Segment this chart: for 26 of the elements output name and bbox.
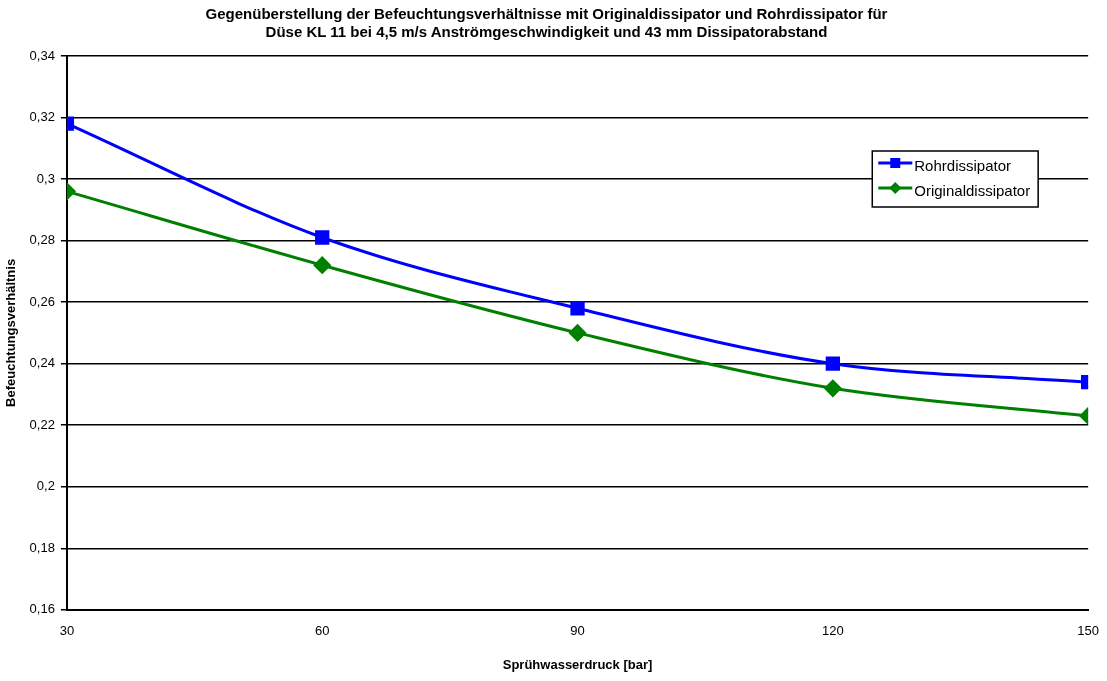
y-tick-label: 0,24 [29, 355, 55, 371]
x-tick-label: 30 [59, 623, 75, 639]
y-tick-label: 0,26 [29, 293, 55, 309]
x-tick-label: 120 [821, 623, 844, 639]
x-axis-title: Sprühwasserdruck [bar] [502, 656, 653, 672]
y-tick-label: 0,2 [36, 478, 55, 494]
point [315, 230, 330, 245]
text: Gegenüberstellung der Befeuchtungsverhältnisse mit Originaldissipator und Rohrdissipator für [205, 5, 888, 23]
y-axis-title: Befeuchtungsverhältnis [3, 258, 19, 407]
y-tick-label: 0,32 [29, 109, 55, 125]
y-tick-label: 0,16 [29, 601, 55, 617]
y-tick-label: 0,22 [29, 416, 55, 432]
y-tick-label: 0,28 [29, 232, 55, 248]
legend-label: Originaldissipator [914, 182, 1031, 200]
legend-label: Rohrdissipator [914, 157, 1011, 175]
point [825, 356, 840, 371]
text: Düse KL 11 bei 4,5 m/s Anströmgeschwindigkeit und 43 mm Dissipatorabstand [265, 23, 828, 41]
y-tick-label: 0,34 [29, 47, 55, 63]
y-tick-label: 0,18 [29, 539, 55, 555]
x-tick-label: 60 [314, 623, 330, 639]
x-tick-label: 150 [1077, 623, 1100, 639]
point [824, 379, 842, 397]
y-tick-label: 0,3 [36, 170, 55, 186]
point [570, 301, 585, 316]
point [569, 324, 587, 342]
x-tick-label: 90 [570, 623, 585, 639]
